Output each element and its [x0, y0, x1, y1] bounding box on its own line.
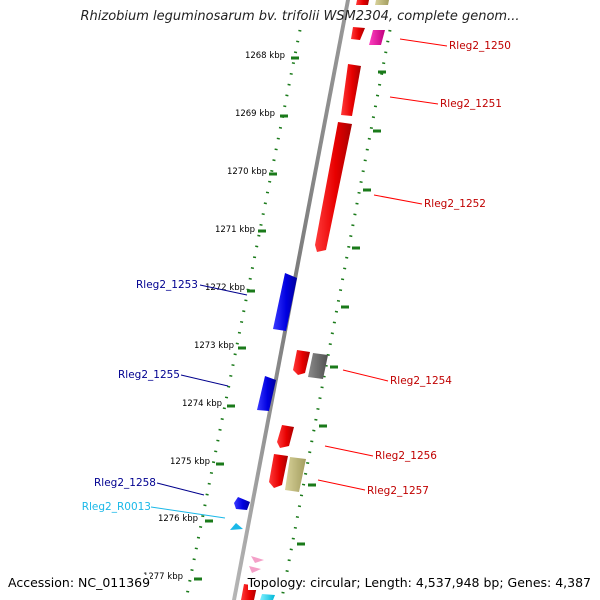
label-rleg2-1257[interactable]: Rleg2_1257: [367, 485, 429, 497]
gene-arrow-rleg2-1250[interactable]: [351, 27, 365, 40]
gene-arrow-rleg2-1253[interactable]: [273, 273, 297, 331]
forward-strand-dotted-line: [280, 29, 392, 599]
ruler-tick-marks: [194, 56, 299, 581]
gene-arrow-rleg2-1256[interactable]: [277, 425, 294, 448]
leader-line-rleg2-1253: [199, 284, 248, 296]
leader-line-rleg2-1250: [399, 38, 448, 47]
leader-line-rleg2-r0013: [150, 506, 226, 519]
gene-arrow-rleg2-1249[interactable]: [356, 0, 369, 5]
gene-arrow-rleg2-1254a[interactable]: [293, 350, 310, 375]
accession-text: Accession: NC_011369: [8, 575, 151, 590]
ruler-dotted-line: [184, 29, 302, 600]
map-title: Rhizobium leguminosarum bv. trifolii WSM…: [80, 9, 520, 24]
gene-arrow-rleg2-1252[interactable]: [315, 122, 352, 252]
forward-strand-tick-marks: [297, 70, 386, 546]
rrna-box-rleg2-1250[interactable]: [369, 30, 385, 45]
leader-line-rleg2-1251: [389, 96, 439, 105]
label-rleg2-1256[interactable]: Rleg2_1256: [375, 450, 437, 462]
label-rleg2-1258[interactable]: Rleg2_1258: [94, 477, 156, 489]
trna-box-bottom[interactable]: [260, 594, 275, 600]
ruler-label-1272: 1272 kbp: [205, 283, 245, 293]
label-rleg2-1254[interactable]: Rleg2_1254: [390, 375, 452, 387]
ruler-label-1276: 1276 kbp: [158, 514, 198, 524]
leader-line-rleg2-1258: [156, 482, 205, 496]
gene-arrow-rleg2-1258[interactable]: [234, 497, 250, 510]
ruler-label-1270: 1270 kbp: [227, 167, 267, 177]
ruler-label-1268: 1268 kbp: [245, 51, 285, 61]
label-rleg2-1255[interactable]: Rleg2_1255: [118, 369, 180, 381]
misc-feature-box-rleg2-1257[interactable]: [285, 457, 306, 492]
gene-arrow-rleg2-1251[interactable]: [341, 64, 361, 116]
trna-arrow-rleg2-r0013[interactable]: [230, 523, 243, 530]
ruler-label-1274: 1274 kbp: [182, 399, 222, 409]
leader-line-rleg2-1257: [317, 479, 366, 491]
misc-feature-box-top[interactable]: [375, 0, 389, 5]
ruler-label-1275: 1275 kbp: [170, 457, 210, 467]
label-rleg2-r0013[interactable]: Rleg2_R0013: [82, 501, 151, 513]
gene-arrow-rleg2-1257[interactable]: [269, 454, 288, 488]
label-rleg2-1253[interactable]: Rleg2_1253: [136, 279, 198, 291]
label-rleg2-1252[interactable]: Rleg2_1252: [424, 198, 486, 210]
leader-line-rleg2-1252: [373, 194, 423, 205]
ruler-label-1273: 1273 kbp: [194, 341, 234, 351]
leader-line-rleg2-1256: [324, 445, 374, 457]
leader-line-rleg2-1254: [342, 369, 389, 382]
ruler-label-1269: 1269 kbp: [235, 109, 275, 119]
rrna-arrow-small-1[interactable]: [251, 556, 264, 563]
ruler-label-1271: 1271 kbp: [215, 225, 255, 235]
pseudogene-box-rleg2-1254[interactable]: [308, 353, 328, 379]
label-rleg2-1251[interactable]: Rleg2_1251: [440, 98, 502, 110]
ruler-label-1277: 1277 kbp: [143, 572, 183, 582]
label-rleg2-1250[interactable]: Rleg2_1250: [449, 40, 511, 52]
leader-line-rleg2-1255: [180, 374, 229, 387]
genome-summary-text: Topology: circular; Length: 4,537,948 bp…: [247, 575, 591, 590]
rrna-arrow-small-2[interactable]: [249, 566, 261, 573]
gene-arrow-rleg2-1255[interactable]: [257, 376, 276, 411]
